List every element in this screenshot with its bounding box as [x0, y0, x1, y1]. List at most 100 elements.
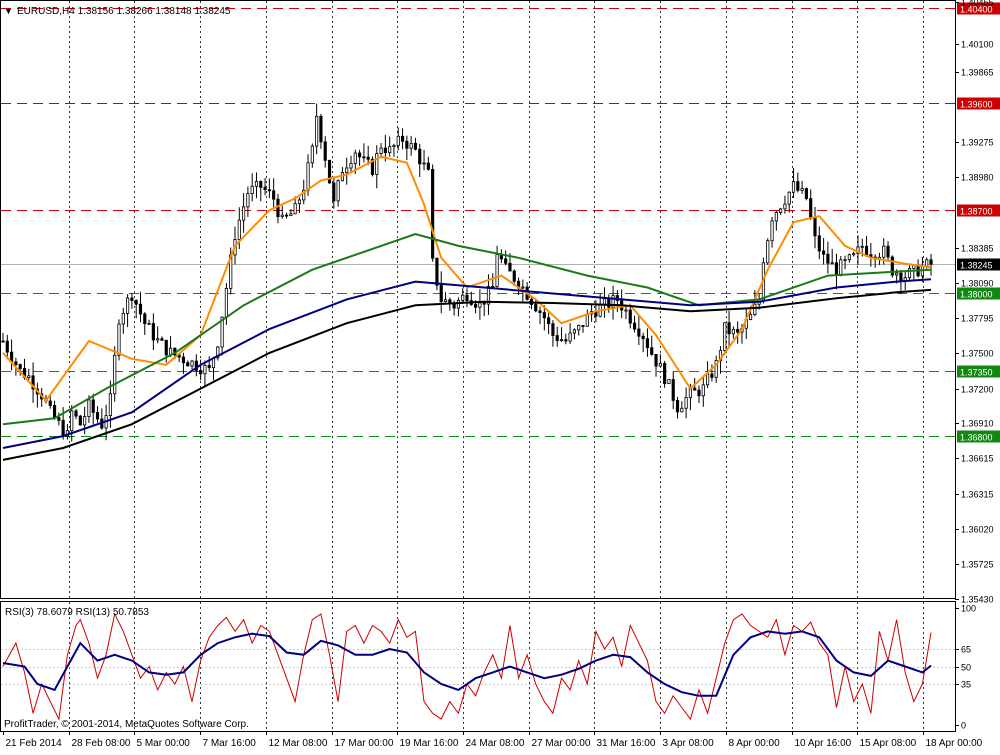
level-price-box	[957, 365, 1000, 378]
candle-body	[310, 145, 314, 164]
x-tick-label: 17 Mar 00:00	[335, 738, 394, 749]
x-tick-label: 3 Apr 08:00	[663, 738, 715, 749]
candle-body	[710, 373, 714, 378]
x-tick-label: 5 Mar 00:00	[137, 738, 191, 749]
candle-body	[379, 147, 383, 154]
x-tick-label: 8 Apr 00:00	[729, 738, 781, 749]
candle-body	[542, 312, 546, 319]
candle-body	[504, 258, 508, 264]
x-tick-label: 21 Feb 2014	[6, 738, 63, 749]
candle-body	[680, 407, 684, 413]
candle-body	[701, 384, 705, 397]
x-tick-label: 19 Mar 16:00	[400, 738, 459, 749]
candle-body	[431, 168, 435, 259]
y-tick-label: 1.36020	[961, 525, 994, 535]
moving-average-line-3	[2, 288, 932, 461]
candle-body	[134, 300, 138, 305]
candle-body	[83, 416, 87, 426]
candle-body	[822, 250, 826, 255]
rsi-y-tick-label: 35	[961, 680, 971, 690]
y-tick-label: 1.39275	[961, 138, 994, 148]
rsi-panel-frame	[0, 601, 956, 732]
y-tick-label: 1.37795	[961, 314, 994, 324]
candle-body	[336, 180, 340, 202]
candle-body	[220, 316, 224, 348]
candle-body	[637, 328, 641, 337]
candle-body	[203, 364, 207, 375]
candle-body	[276, 198, 280, 218]
candle-body	[263, 186, 267, 191]
moving-average-line-0	[2, 155, 932, 403]
candle-body	[181, 356, 186, 364]
candle-body	[186, 362, 190, 367]
candle-body	[559, 339, 564, 341]
candle-body	[474, 304, 478, 308]
candle-body	[388, 146, 392, 154]
candle-body	[280, 214, 284, 218]
candle-body	[770, 220, 774, 242]
y-tick-label: 1.36615	[961, 454, 994, 464]
candle-body	[160, 338, 164, 341]
candle-body	[138, 303, 143, 315]
y-tick-label: 1.35725	[961, 560, 994, 570]
candle-body	[319, 115, 323, 143]
y-tick-label: 1.37200	[961, 385, 994, 395]
level-price-box	[957, 287, 1000, 300]
candle-body	[564, 339, 568, 342]
candle-body	[783, 203, 787, 210]
rsi-label: RSI(3) 78.6079 RSI(13) 50.7853	[5, 607, 149, 618]
level-price-label: 1.40400	[960, 5, 993, 15]
rsi-line-rsi13	[2, 630, 932, 697]
candle-body	[362, 156, 366, 159]
candle-body	[521, 286, 525, 289]
candle-body	[396, 135, 400, 147]
y-tick-label: 1.35430	[961, 595, 994, 605]
candle-body	[482, 302, 486, 305]
candle-body	[809, 198, 813, 218]
candle-body	[512, 270, 516, 282]
y-tick-label: 1.36910	[961, 419, 994, 429]
candle-body	[581, 325, 585, 327]
candle-body	[495, 254, 499, 287]
candle-body	[439, 284, 443, 302]
level-price-label: 1.37350	[960, 368, 993, 378]
candle-body	[353, 152, 357, 164]
y-tick-label: 1.38090	[961, 279, 994, 289]
candle-body	[52, 405, 57, 419]
candle-body	[443, 299, 448, 302]
candle-body	[675, 399, 680, 413]
candle-body	[461, 294, 465, 301]
candle-body	[456, 299, 460, 309]
candle-body	[113, 354, 117, 395]
x-tick-label: 27 Mar 00:00	[532, 738, 591, 749]
y-tick-label: 1.37500	[961, 349, 994, 359]
current-price-label: 1.38245	[960, 261, 993, 271]
y-tick-label: 1.38385	[961, 244, 994, 254]
candle-body	[508, 262, 512, 272]
candle-body	[645, 338, 650, 349]
candle-body	[27, 375, 31, 378]
price-panel-frame	[0, 0, 956, 599]
candle-body	[289, 213, 293, 217]
candle-body	[907, 268, 912, 279]
candle-body	[555, 335, 559, 341]
candle-body	[284, 214, 289, 217]
header-arrow-icon[interactable]: ▼	[4, 6, 13, 16]
candle-body	[147, 323, 151, 325]
candle-body	[216, 346, 220, 359]
y-tick-label: 1.38980	[961, 173, 994, 183]
x-tick-label: 12 Mar 08:00	[269, 738, 328, 749]
candle-body	[327, 159, 332, 184]
x-tick-label: 24 Mar 08:00	[466, 738, 525, 749]
candle-body	[306, 162, 310, 191]
candle-body	[383, 147, 387, 154]
candle-body	[413, 142, 418, 150]
candle-body	[452, 303, 456, 309]
current-price-box	[957, 258, 1000, 271]
candle-body	[108, 393, 112, 417]
candle-body	[684, 397, 688, 409]
rsi-y-tick-label: 65	[961, 645, 971, 655]
candle-body	[14, 361, 18, 365]
candle-body	[70, 410, 74, 432]
